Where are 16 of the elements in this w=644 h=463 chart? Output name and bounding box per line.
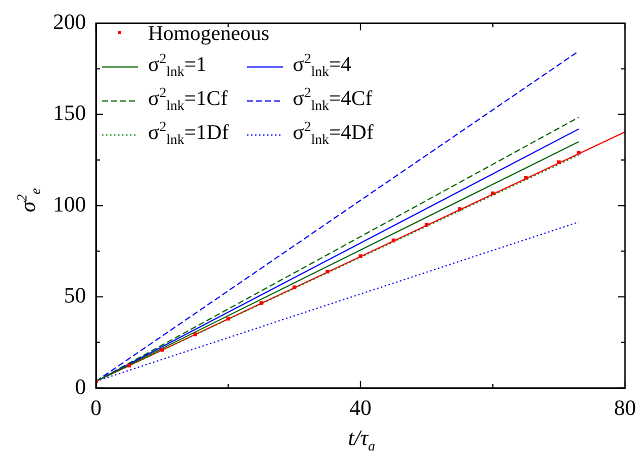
legend-label: Homogeneous (148, 20, 270, 46)
y-tick-label: 50 (64, 282, 86, 308)
y-tick-label: 200 (53, 8, 86, 34)
y-tick-label: 100 (53, 191, 86, 216)
x-tick-label: 80 (614, 394, 636, 420)
legend-label: σ$^{2}$$_{lnk}$=1Cf (148, 86, 228, 116)
legend-label: σ$^{2}$$_{lnk}$=4Df (292, 120, 374, 150)
y-tick-label: 150 (53, 100, 86, 126)
x-tick-label: 0 (90, 394, 102, 420)
legend-label: σ$^{2}$$_{lnk}$=1 (148, 52, 207, 82)
x-axis-title: t/τ$_{a}$ (348, 425, 376, 456)
legend-label: σ$^{2}$$_{lnk}$=1Df (148, 120, 229, 150)
legend-label: σ$^{2}$$_{lnk}$=4 (292, 52, 352, 82)
x-tick-label: 40 (350, 394, 372, 420)
legend-label: σ$^{2}$$_{lnk}$=4Cf (292, 86, 372, 116)
y-tick-label: 0 (75, 374, 86, 399)
